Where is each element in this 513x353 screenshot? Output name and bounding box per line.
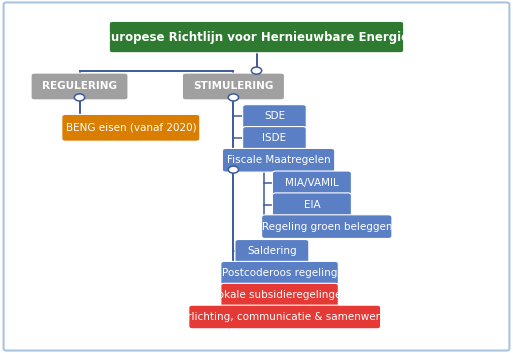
FancyBboxPatch shape: [223, 148, 334, 172]
Circle shape: [251, 67, 262, 74]
FancyBboxPatch shape: [272, 171, 351, 195]
Text: BENG eisen (vanaf 2020): BENG eisen (vanaf 2020): [66, 123, 196, 133]
Text: Lokale subsidieregelingen: Lokale subsidieregelingen: [211, 290, 348, 300]
Text: SDE: SDE: [264, 112, 285, 121]
FancyBboxPatch shape: [262, 215, 392, 239]
Text: MIA/VAMIL: MIA/VAMIL: [285, 178, 339, 188]
Text: EIA: EIA: [304, 200, 320, 210]
Text: REGULERING: REGULERING: [42, 82, 117, 91]
Text: STIMULERING: STIMULERING: [193, 82, 273, 91]
FancyBboxPatch shape: [243, 104, 306, 128]
Circle shape: [228, 166, 239, 173]
Text: Saldering: Saldering: [247, 246, 297, 256]
FancyBboxPatch shape: [31, 73, 128, 100]
FancyBboxPatch shape: [221, 261, 339, 285]
FancyBboxPatch shape: [109, 21, 404, 53]
Text: Fiscale Maatregelen: Fiscale Maatregelen: [227, 155, 330, 165]
Text: Regeling groen beleggen: Regeling groen beleggen: [262, 222, 392, 232]
FancyBboxPatch shape: [189, 305, 381, 329]
FancyBboxPatch shape: [235, 240, 309, 263]
FancyBboxPatch shape: [221, 283, 339, 307]
FancyBboxPatch shape: [183, 73, 284, 100]
FancyBboxPatch shape: [243, 127, 306, 150]
Text: ISDE: ISDE: [262, 133, 287, 143]
Circle shape: [74, 94, 85, 101]
Text: Voorlichting, communicatie & samenwerking: Voorlichting, communicatie & samenwerkin…: [168, 312, 402, 322]
FancyBboxPatch shape: [62, 114, 200, 141]
FancyBboxPatch shape: [272, 193, 351, 217]
Circle shape: [228, 94, 239, 101]
FancyBboxPatch shape: [4, 2, 509, 351]
Text: Europese Richtlijn voor Hernieuwbare Energie: Europese Richtlijn voor Hernieuwbare Ene…: [104, 31, 409, 43]
Text: Postcoderoos regeling: Postcoderoos regeling: [222, 268, 337, 278]
